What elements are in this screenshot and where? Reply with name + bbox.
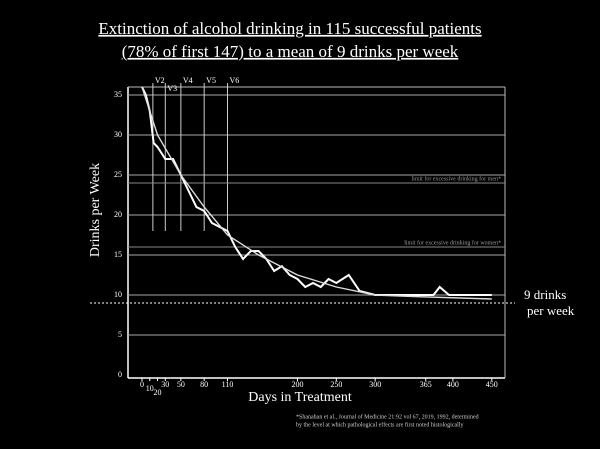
y-tick-label: 35 xyxy=(114,90,122,99)
x-tick-label: 10 xyxy=(146,384,154,393)
y-tick-label: 10 xyxy=(114,290,122,299)
x-tick-label: 300 xyxy=(369,380,381,389)
visit-label: V6 xyxy=(229,76,239,85)
footnote: by the level at which pathological effec… xyxy=(296,421,464,428)
y-tick-label: 15 xyxy=(114,250,122,259)
data-line xyxy=(141,86,492,300)
footnote: *Shanahan et al., Journal of Medicine 21… xyxy=(296,413,479,420)
x-tick-label: 250 xyxy=(330,380,342,389)
y-tick-label: 25 xyxy=(114,170,122,179)
chart-title: (78% of first 147) to a mean of 9 drinks… xyxy=(122,42,459,61)
threshold-label: limit for excessive drinking for women* xyxy=(404,239,501,246)
x-tick-label: 200 xyxy=(291,380,303,389)
visit-label: V4 xyxy=(183,76,193,85)
y-tick-label: 30 xyxy=(114,130,122,139)
threshold-label: limit for excessive drinking for men* xyxy=(412,175,501,182)
x-tick-label: 400 xyxy=(447,380,459,389)
chart-title: Extinction of alcohol drinking in 115 su… xyxy=(98,19,481,38)
visit-label: V5 xyxy=(206,76,216,85)
x-tick-label: 50 xyxy=(177,380,185,389)
x-axis-label: Days in Treatment xyxy=(248,390,352,405)
visit-label: V2 xyxy=(155,76,165,85)
target-label: per week xyxy=(527,303,575,318)
target-label: 9 drinks xyxy=(524,287,566,302)
y-tick-label: 0 xyxy=(118,370,122,379)
visit-label: V3 xyxy=(167,84,177,93)
x-tick-label: 450 xyxy=(486,380,498,389)
x-tick-label: 80 xyxy=(200,380,208,389)
x-tick-label: 110 xyxy=(222,380,234,389)
y-tick-label: 20 xyxy=(114,210,122,219)
x-tick-label: 0 xyxy=(140,380,144,389)
x-tick-label: 365 xyxy=(420,380,432,389)
y-axis-label: Drinks per Week xyxy=(88,163,103,257)
data-line xyxy=(141,86,492,296)
x-tick-label: 30 xyxy=(161,380,169,389)
y-tick-label: 5 xyxy=(118,330,122,339)
x-tick-label: 20 xyxy=(154,388,162,397)
